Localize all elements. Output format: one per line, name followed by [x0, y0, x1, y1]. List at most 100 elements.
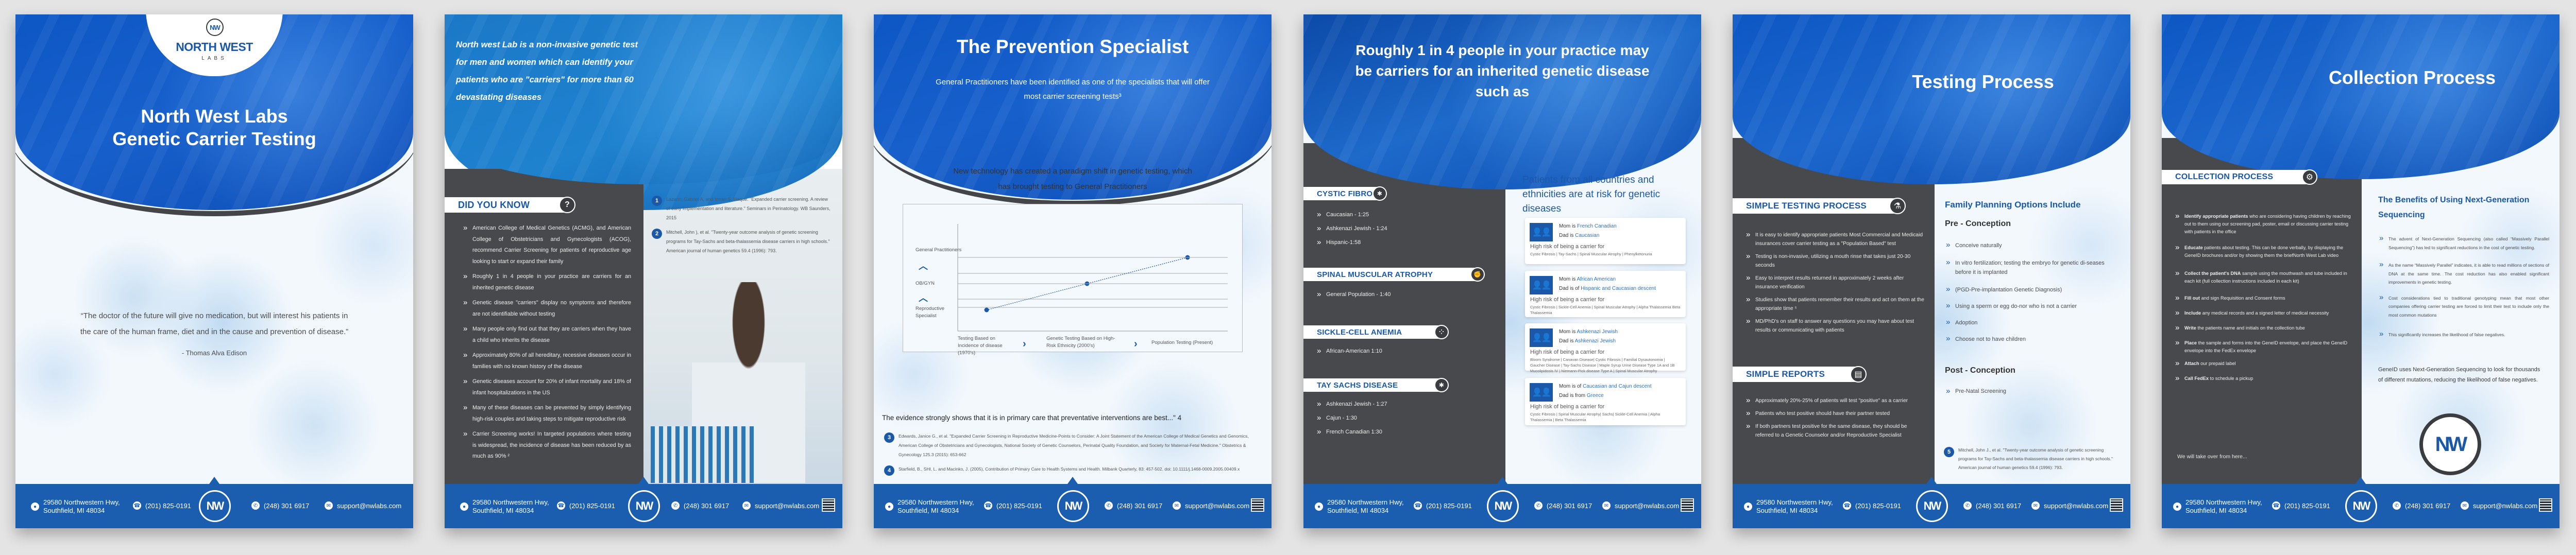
footer-fax[interactable]: ☎ (201) 825-0191 [984, 501, 1042, 510]
footer-fax[interactable]: ☎ (201) 825-0191 [1414, 501, 1472, 510]
fax-icon: ☎ [133, 501, 141, 510]
step-text: sample using the mouthwash and tube incl… [2184, 271, 2347, 284]
address-line-2: Southfield, MI 48034 [2185, 507, 2247, 514]
list-item: This significantly increases the likelih… [2377, 330, 2549, 339]
qr-code-icon[interactable] [1251, 498, 1264, 512]
list-item: Collect the patient's DNA sample using t… [2173, 269, 2354, 285]
phone-icon: ✆ [1105, 501, 1113, 510]
reference-text: Mitchell, John ), et al. "Twenty-year ou… [666, 230, 830, 253]
list-item: Conceive naturally [1944, 240, 2114, 250]
step-keyword: Attach [2184, 361, 2199, 366]
pre-conception-title: Pre - Conception [1945, 219, 2011, 228]
dad-label: Dad is [1559, 233, 1575, 238]
list-item: Easy to interpret results returned in ap… [1744, 273, 1924, 291]
footer-fax[interactable]: ☎ (201) 825-0191 [133, 501, 191, 510]
disease-tag-sma: SPINAL MUSCULAR ATROPHY ✊ [1303, 267, 1485, 282]
reference-item: 2 Mitchell, John ), et al. "Twenty-year o… [652, 228, 832, 255]
footer-email[interactable]: ✉ support@nwlabs.com [2031, 501, 2108, 510]
footer-email[interactable]: ✉ support@nwlabs.com [1173, 501, 1249, 510]
dad-label: Dad is of [1559, 286, 1581, 291]
logo-text: NORTH WEST [176, 40, 253, 54]
fax-number: (201) 825-0191 [1855, 501, 1901, 510]
step-text: our prepaid label [2199, 361, 2236, 366]
hero-arc-divider [15, 14, 413, 216]
hero-arc-divider [874, 14, 1272, 206]
list-item: American College of Medical Genetics (AC… [461, 222, 631, 267]
page-subtitle: General Practitioners have been identifi… [936, 78, 1210, 101]
address-line-2: Southfield, MI 48034 [472, 507, 534, 514]
footer-fax[interactable]: ☎ (201) 825-0191 [1843, 501, 1901, 510]
list-item: Genetic diseases account for 20% of infa… [461, 376, 631, 398]
couple-icon: 👤👤 [1530, 276, 1553, 294]
reference-item: 1 Lazarin, Gabriel A, and Imran S. Haque.… [652, 195, 832, 222]
footer-phone[interactable]: ✆ (248) 301 6917 [2393, 501, 2450, 510]
list-item: Cost considerations tied to traditional … [2377, 293, 2549, 320]
footer-address: ● 29580 Northwestern Hwy, Southfield, MI 4… [2173, 498, 2262, 515]
did-you-know-tag: DID YOU KNOW ? [445, 197, 575, 213]
address-line-1: 29580 Northwestern Hwy, [2185, 498, 2262, 506]
address-line-1: 29580 Northwestern Hwy, [897, 498, 974, 506]
footer-email[interactable]: ✉ support@nwlabs.com [1602, 501, 1679, 510]
reference-text: Mitchell, John J., et al. "Twenty-year o… [1958, 447, 2113, 470]
list-item: Fill out and sign Requisition and Consen… [2173, 294, 2354, 302]
footer-email[interactable]: ✉ support@nwlabs.com [2461, 501, 2537, 510]
x-label-1970s: Testing Based on Incidence of disease (1… [958, 336, 1003, 356]
qr-code-icon[interactable] [2110, 498, 2123, 512]
section-title: COLLECTION PROCESS [2175, 172, 2274, 181]
hero-banner [2162, 14, 2560, 179]
list-item: It is easy to identify appropriate patie… [1744, 230, 1924, 248]
map-pin-icon: ● [460, 502, 468, 511]
footer-phone[interactable]: ✆ (248) 301 6917 [1963, 501, 2021, 510]
step-text: patients about testing. This can be done… [2184, 245, 2344, 258]
mom-ethnicity: French Canadian [1577, 223, 1617, 229]
email-icon: ✉ [1602, 501, 1611, 510]
disease-name: CYSTIC FIBROSIS [1317, 189, 1386, 198]
qr-code-icon[interactable] [822, 498, 835, 512]
footer-logo-icon: NW [1916, 490, 1948, 522]
footer: ● 29580 Northwestern Hwy, Southfield, MI 4… [15, 477, 413, 528]
couple-card: 👤👤 Mom is of Caucasian and Cajun descent… [1525, 378, 1686, 425]
disease-list: Caucasian - 1:25 Ashkenazi Jewish - 1:24… [1315, 210, 1469, 252]
step-text: and sign Requisition and Consent forms [2200, 296, 2285, 301]
x-label-2000s: Genetic Testing Based on High-Risk Ethni… [1046, 336, 1115, 349]
qr-code-icon[interactable] [1681, 498, 1694, 512]
reference-item: 4 Starfield, B., SHI, L. and Macinko, J. … [884, 464, 1255, 476]
muscle-icon: ✊ [1470, 267, 1485, 282]
list-item: Educate patients about testing. This can… [2173, 244, 2354, 259]
footer-fax[interactable]: ☎ (201) 825-0191 [2272, 501, 2330, 510]
x-label-present: Population Testing (Present) [1151, 340, 1213, 345]
testing-tag: SIMPLE TESTING PROCESS ⚗ [1733, 198, 1906, 214]
qr-code-icon[interactable] [2539, 498, 2552, 512]
disease-tag-sickle-cell: SICKLE-CELL ANEMIA ⁘ [1303, 325, 1449, 339]
reference-item: 3 Edwards, Janice G., et al. "Expanded Ca… [884, 431, 1255, 459]
phone-number: (248) 301 6917 [684, 501, 730, 510]
list-item: Ashkenazi Jewish - 1:27 [1315, 399, 1469, 409]
mom-label: Mom is [1559, 276, 1577, 282]
footer-email[interactable]: ✉ support@nwlabs.com [742, 501, 819, 510]
address-line-1: 29580 Northwestern Hwy, [1756, 498, 1833, 506]
email-icon: ✉ [742, 501, 751, 510]
post-conception-list: Pre-Natal Screening [1944, 386, 2114, 401]
list-item: (PGD-Pre-implantation Genetic Diagnosis) [1944, 285, 2114, 294]
footer-phone[interactable]: ✆ (248) 301 6917 [1534, 501, 1592, 510]
fax-number: (201) 825-0191 [145, 501, 191, 510]
step-text: to schedule a pickup [2208, 376, 2253, 381]
footer-email[interactable]: ✉ support@nwlabs.com [325, 501, 401, 510]
benefits-title: The Benefits of Using Next-Generation Se… [2378, 196, 2530, 219]
footer-logo-icon: NW [1057, 490, 1089, 522]
footer-phone[interactable]: ✆ (248) 301 6917 [671, 501, 729, 510]
benefits-list: The advent of Next-Generation Sequencing… [2377, 234, 2549, 343]
footer: ● 29580 Northwestern Hwy, Southfield, MI 4… [1303, 477, 1701, 528]
phone-number: (248) 301 6917 [1976, 501, 2022, 510]
disease-name: TAY SACHS DISEASE [1317, 380, 1398, 390]
footer-phone[interactable]: ✆ (248) 301 6917 [1105, 501, 1162, 510]
hero-banner [1303, 14, 1701, 189]
page-carrier-risk: Roughly 1 in 4 people in your practice m… [1303, 14, 1701, 528]
footer-phone[interactable]: ✆ (248) 301 6917 [251, 501, 309, 510]
hero-banner [1733, 14, 2130, 184]
references: 3 Edwards, Janice G., et al. "Expanded Ca… [884, 431, 1255, 479]
footer-fax[interactable]: ☎ (201) 825-0191 [557, 501, 615, 510]
map-pin-icon: ● [2173, 502, 2181, 511]
lungs-search-icon: ✱ [1434, 378, 1449, 392]
testing-list: It is easy to identify appropriate patie… [1744, 230, 1924, 339]
